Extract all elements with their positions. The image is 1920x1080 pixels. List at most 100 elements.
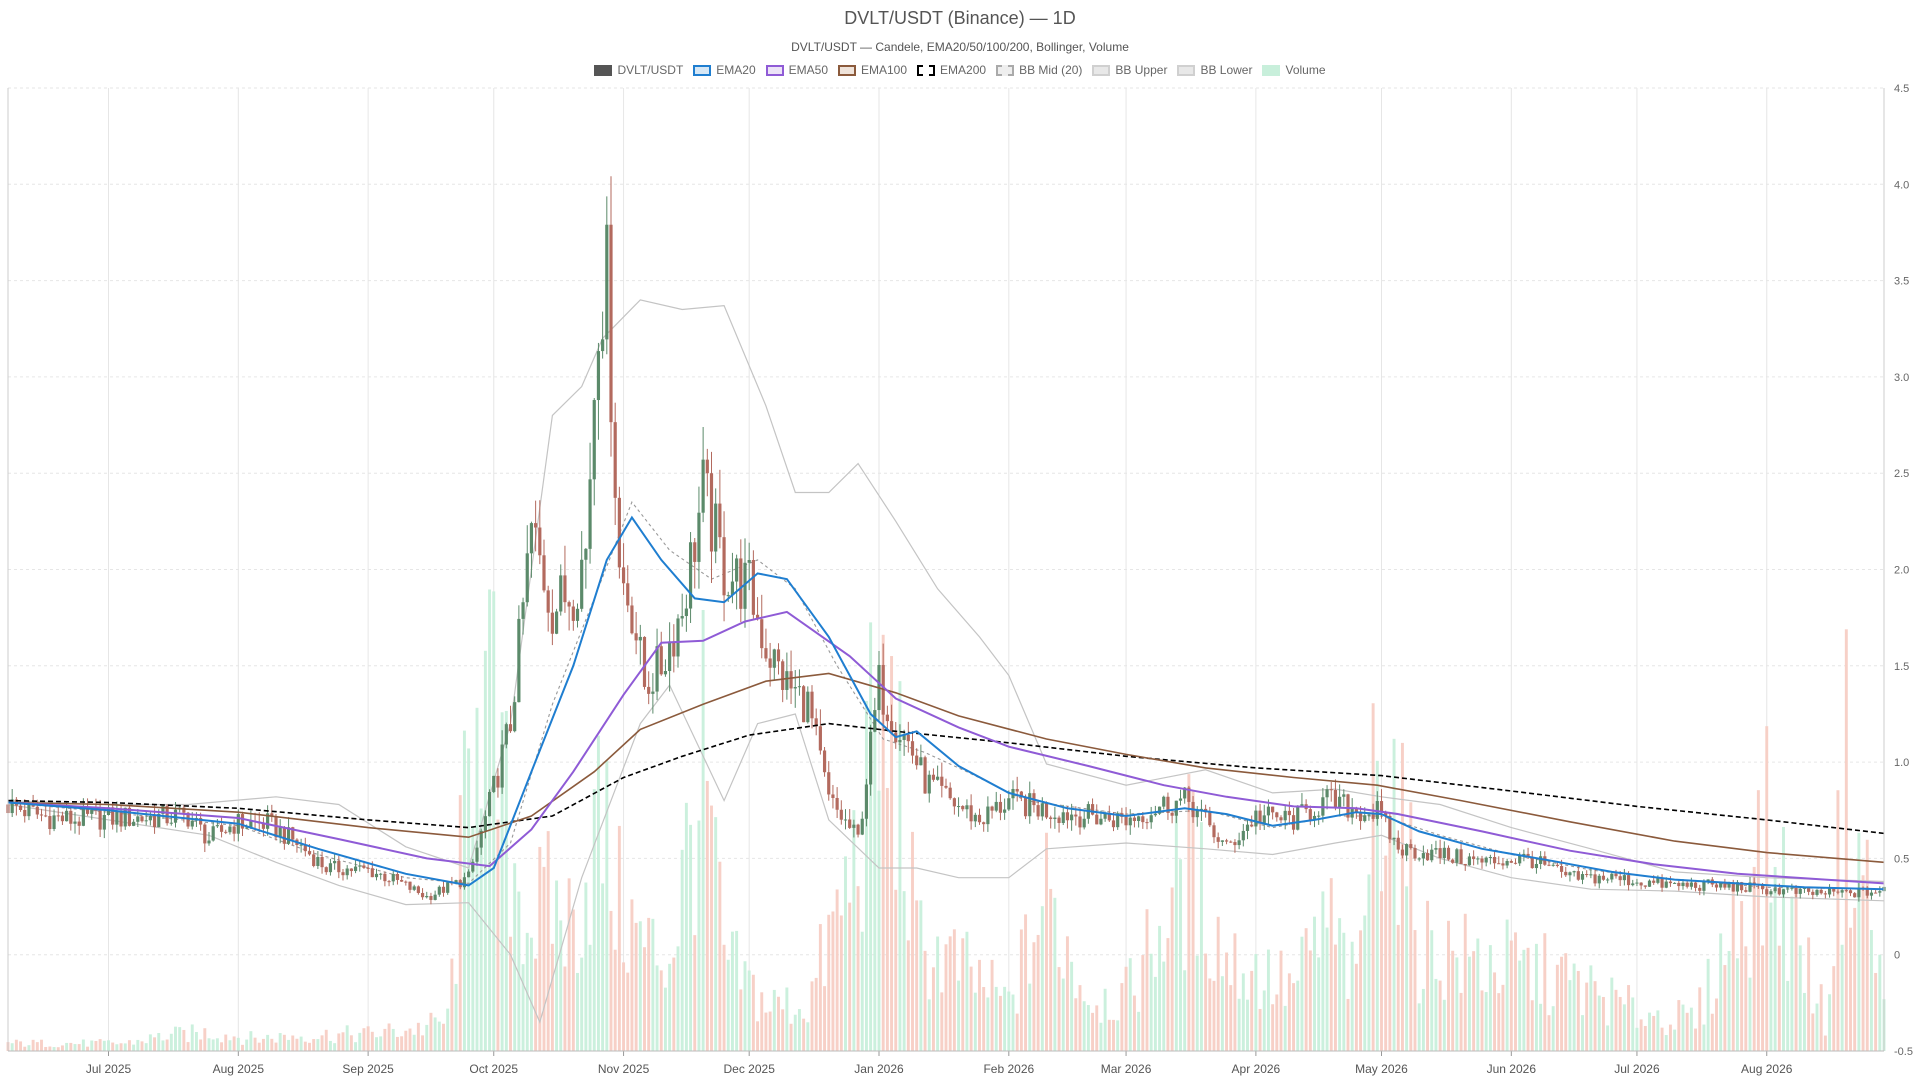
volume-bar bbox=[1815, 1003, 1819, 1051]
volume-bar bbox=[291, 1035, 295, 1051]
volume-bar bbox=[571, 909, 575, 1051]
candle-body bbox=[588, 479, 592, 549]
volume-bar bbox=[224, 1034, 228, 1051]
candle-body bbox=[1492, 857, 1497, 864]
candle-body bbox=[1262, 815, 1266, 824]
volume-bar bbox=[1384, 855, 1388, 1051]
volume-bar bbox=[1606, 1025, 1610, 1051]
legend-swatch bbox=[917, 64, 936, 76]
volume-bar bbox=[1237, 998, 1241, 1051]
candle-body bbox=[173, 809, 178, 823]
candle-body bbox=[1283, 810, 1287, 821]
candle-body bbox=[873, 710, 877, 732]
volume-bar bbox=[153, 1037, 157, 1051]
candle-body bbox=[1714, 884, 1719, 888]
candle-body bbox=[592, 400, 596, 480]
volume-bar bbox=[714, 817, 718, 1051]
legend-item-3[interactable]: EMA100 bbox=[838, 63, 907, 77]
candle-body bbox=[554, 611, 559, 634]
candle-body bbox=[1497, 863, 1501, 865]
candle-body bbox=[1212, 825, 1216, 838]
volume-bar bbox=[1576, 970, 1580, 1051]
candle-body bbox=[291, 827, 295, 840]
candle-body bbox=[1731, 882, 1735, 892]
candle-body bbox=[1400, 849, 1405, 856]
volume-bar bbox=[119, 1043, 123, 1051]
volume-bar bbox=[860, 931, 864, 1051]
candle-body bbox=[793, 687, 797, 689]
candle-body bbox=[23, 809, 27, 817]
volume-bar bbox=[1601, 996, 1605, 1051]
legend-item-7[interactable]: BB Lower bbox=[1177, 63, 1252, 77]
candle-body bbox=[755, 614, 760, 620]
candle-body bbox=[1559, 865, 1564, 872]
volume-bar bbox=[764, 1012, 768, 1051]
volume-bar bbox=[588, 944, 592, 1051]
volume-bar bbox=[1698, 987, 1702, 1051]
candle-body bbox=[596, 351, 601, 401]
volume-bar bbox=[793, 1014, 797, 1051]
volume-bar bbox=[504, 710, 508, 1051]
volume-bar bbox=[1631, 997, 1635, 1051]
legend-item-8[interactable]: Volume bbox=[1262, 63, 1326, 77]
candle-body bbox=[1874, 892, 1878, 894]
volume-bar bbox=[957, 980, 961, 1051]
candle-body bbox=[529, 523, 534, 554]
candle-body bbox=[1103, 813, 1107, 819]
volume-bar bbox=[1099, 1022, 1103, 1051]
candle-body bbox=[714, 503, 718, 552]
volume-bar bbox=[923, 950, 927, 1051]
ema200-line bbox=[7, 722, 1885, 835]
volume-bar bbox=[400, 1036, 404, 1051]
volume-bar bbox=[1283, 1005, 1287, 1051]
legend-item-4[interactable]: EMA200 bbox=[917, 63, 986, 77]
volume-bar bbox=[1011, 994, 1015, 1051]
volume-bar bbox=[73, 1044, 77, 1051]
y-tick-label: 0 bbox=[1894, 950, 1900, 962]
legend-item-6[interactable]: BB Upper bbox=[1092, 63, 1167, 77]
volume-bar bbox=[194, 1031, 198, 1051]
candle-body bbox=[479, 830, 483, 848]
candle-body bbox=[718, 503, 722, 538]
volume-bar bbox=[1438, 980, 1442, 1051]
candle-body bbox=[1199, 808, 1204, 810]
candle-body bbox=[1220, 840, 1224, 842]
volume-bar bbox=[1463, 913, 1467, 1051]
candle-body bbox=[1606, 879, 1610, 881]
volume-bar bbox=[1304, 928, 1308, 1051]
candle-body bbox=[333, 860, 337, 864]
legend-swatch bbox=[996, 64, 1015, 76]
volume-bar bbox=[517, 891, 521, 1051]
volume-bar bbox=[211, 1039, 215, 1051]
volume-bar bbox=[1677, 1000, 1681, 1051]
volume-bar bbox=[1317, 957, 1321, 1051]
candle-body bbox=[1254, 810, 1258, 827]
volume-bar bbox=[1107, 1019, 1111, 1051]
candle-body bbox=[39, 814, 44, 816]
volume-bar bbox=[228, 1040, 232, 1051]
candle-body bbox=[969, 805, 973, 822]
volume-bar bbox=[534, 958, 538, 1051]
legend-item-0[interactable]: DVLT/USDT bbox=[594, 63, 683, 77]
legend-item-1[interactable]: EMA20 bbox=[693, 63, 756, 77]
candle-body bbox=[412, 886, 416, 890]
legend-item-5[interactable]: BB Mid (20) bbox=[996, 63, 1082, 77]
candle-body bbox=[1128, 817, 1132, 826]
volume-bar bbox=[253, 1037, 257, 1051]
volume-bar bbox=[961, 938, 965, 1051]
volume-bar bbox=[873, 724, 877, 1051]
volume-bar bbox=[1832, 966, 1836, 1051]
volume-bar bbox=[777, 996, 780, 1051]
candle-body bbox=[165, 805, 169, 824]
candle-body bbox=[152, 816, 157, 828]
candle-body bbox=[349, 868, 353, 872]
volume-bar bbox=[1074, 998, 1078, 1051]
volume-bar bbox=[1354, 963, 1358, 1051]
candle-body bbox=[940, 776, 944, 786]
volume-bar bbox=[19, 1041, 23, 1051]
candle-body bbox=[500, 744, 504, 788]
volume-bar bbox=[1857, 832, 1861, 1051]
candle-body bbox=[843, 819, 848, 821]
volume-bar bbox=[1162, 961, 1166, 1051]
legend-item-2[interactable]: EMA50 bbox=[765, 63, 828, 77]
